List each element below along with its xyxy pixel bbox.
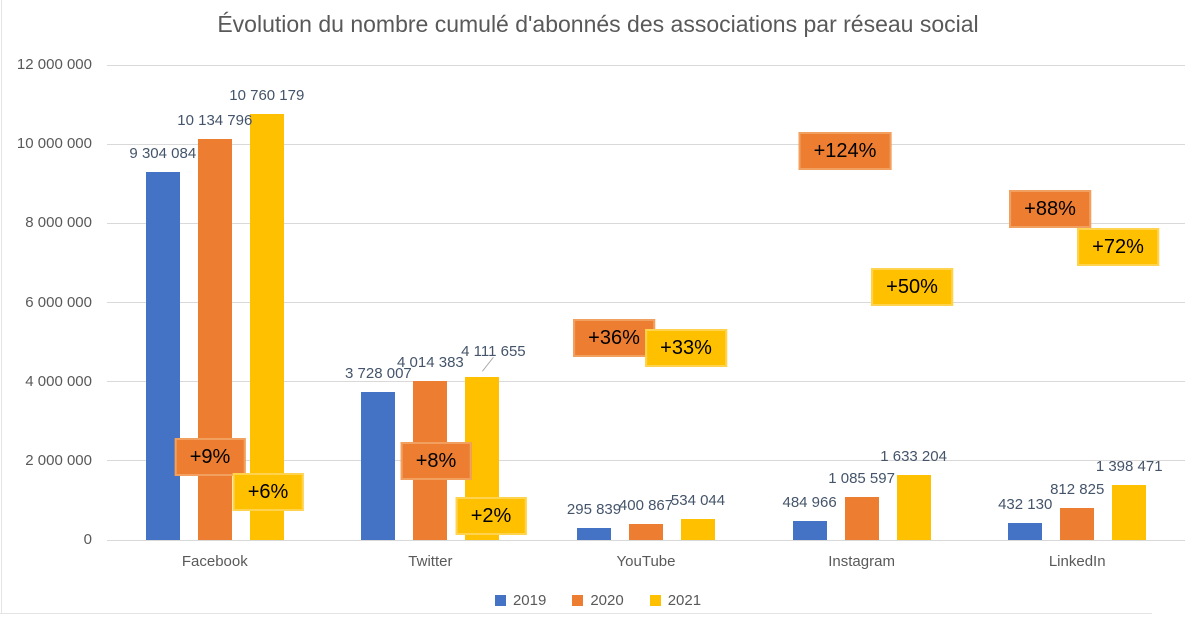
bar-2020-facebook: [197, 138, 232, 540]
bar-2021-youtube: [681, 518, 715, 540]
value-label-2020-youtube: 400 867: [618, 497, 674, 515]
annotation-box--2-: +2%: [455, 497, 527, 535]
bar-2021-linkedin: [1112, 484, 1147, 540]
bar-2020-youtube: [629, 524, 663, 540]
value-label-2020-twitter: 4 014 383: [397, 354, 464, 372]
y-axis-tick-label: 6 000 000: [25, 293, 92, 311]
sheet-gridline-left: [1, 0, 2, 614]
legend-item-2020: 2020: [572, 592, 624, 609]
legend-swatch-2021: [649, 595, 661, 606]
gridline: [107, 143, 1185, 145]
y-axis-tick-label: 0: [83, 531, 92, 548]
y-axis-tick-label: 12 000 000: [16, 56, 92, 73]
x-axis-category-label-youtube: YouTube: [616, 553, 676, 570]
annotation-box--9-: +9%: [174, 438, 246, 476]
legend-swatch-2019: [494, 595, 506, 606]
bar-2019-twitter: [361, 392, 396, 540]
bar-2020-instagram: [844, 497, 879, 540]
gridline: [107, 64, 1185, 66]
gridline: [107, 381, 1185, 383]
legend-item-2019: 2019: [494, 592, 547, 609]
value-label-2019-linkedin: 432 130: [998, 495, 1053, 513]
value-label-2021-facebook: 10 760 179: [229, 87, 305, 105]
x-axis-category-label-facebook: Facebook: [181, 553, 248, 570]
annotation-box--50-: +50%: [871, 268, 953, 306]
bar-2019-youtube: [577, 528, 611, 540]
value-label-2019-youtube: 295 839: [566, 501, 622, 519]
bar-2019-facebook: [145, 171, 180, 540]
annotation-box--36-: +36%: [573, 319, 655, 357]
value-label-2021-instagram: 1 633 204: [880, 448, 947, 466]
annotation-box--33-: +33%: [645, 329, 727, 367]
legend-item-2021: 2021: [649, 592, 702, 609]
legend-swatch-2020: [572, 595, 584, 606]
sheet-gridline-bottom: [0, 613, 1152, 614]
gridline: [107, 460, 1185, 462]
legend-label-2019: 2019: [512, 592, 547, 609]
x-axis-category-label-instagram: Instagram: [828, 553, 895, 570]
legend-label-2020: 2020: [590, 592, 624, 609]
y-axis-tick-label: 8 000 000: [25, 214, 92, 232]
annotation-box--6-: +6%: [232, 473, 304, 511]
annotation-box--72-: +72%: [1077, 228, 1159, 266]
value-label-2020-instagram: 1 085 597: [828, 470, 895, 488]
bar-2021-instagram: [896, 475, 931, 540]
annotation-box--88-: +88%: [1009, 190, 1091, 228]
y-axis-tick-label: 2 000 000: [25, 451, 92, 469]
chart-title: Évolution du nombre cumulé d'abonnés des…: [217, 11, 979, 37]
bar-2021-facebook: [249, 114, 284, 540]
legend-label-2021: 2021: [667, 592, 702, 609]
bar-2019-linkedin: [1008, 522, 1043, 540]
value-label-2020-linkedin: 812 825: [1050, 480, 1105, 498]
y-axis-tick-label: 4 000 000: [25, 372, 92, 390]
x-axis-category-label-twitter: Twitter: [408, 553, 453, 570]
value-label-2021-youtube: 534 044: [670, 491, 726, 509]
gridline: [107, 539, 1185, 541]
y-axis-tick-label: 10 000 000: [16, 135, 92, 153]
bar-2019-instagram: [792, 520, 827, 540]
value-label-2019-twitter: 3 728 007: [345, 365, 412, 383]
annotation-box--124-: +124%: [798, 132, 892, 170]
value-label-2019-instagram: 484 966: [782, 493, 837, 511]
annotation-box--8-: +8%: [400, 442, 472, 480]
legend: 2019 2020 2021: [0, 592, 1196, 609]
value-label-2019-facebook: 9 304 084: [129, 144, 197, 162]
bar-2020-linkedin: [1060, 507, 1095, 540]
x-axis-category-label-linkedin: LinkedIn: [1048, 553, 1106, 570]
value-label-2021-linkedin: 1 398 471: [1095, 457, 1163, 475]
gridline: [107, 302, 1185, 303]
gridline: [107, 222, 1185, 224]
value-label-2020-facebook: 10 134 796: [177, 111, 253, 129]
value-label-2021-twitter: 4 111 655: [461, 343, 526, 361]
